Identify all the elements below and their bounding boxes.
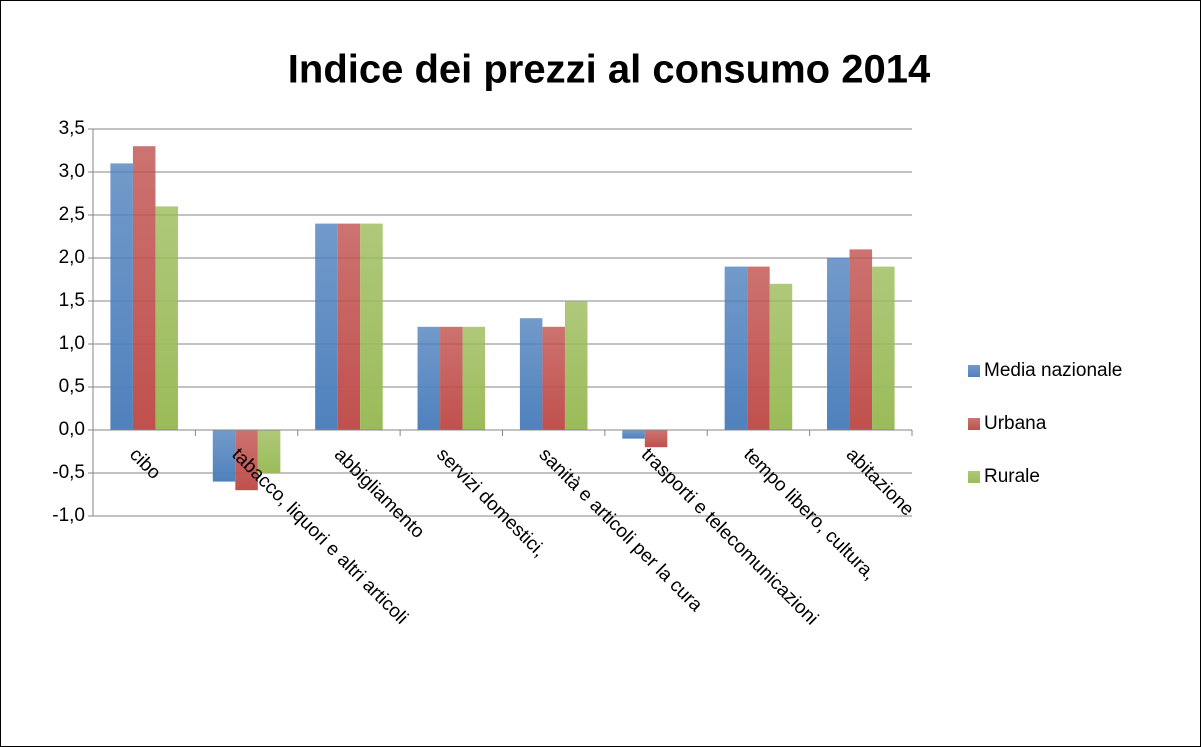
bar xyxy=(644,430,668,448)
chart-title: Indice dei prezzi al consumo 2014 xyxy=(288,48,931,92)
y-tick-label: 2,0 xyxy=(59,247,85,268)
bar xyxy=(724,266,748,430)
bar xyxy=(462,326,486,430)
y-tick-label: 1,5 xyxy=(59,290,85,311)
legend-swatch xyxy=(968,418,980,430)
bar xyxy=(337,223,361,430)
bar xyxy=(747,266,770,430)
y-tick-label: -1,0 xyxy=(52,505,85,526)
bar xyxy=(155,206,178,430)
bar xyxy=(257,430,281,473)
bar xyxy=(132,146,156,430)
bar xyxy=(212,430,236,482)
y-tick-label: 1,0 xyxy=(59,333,85,354)
legend-swatch xyxy=(968,471,980,483)
bar xyxy=(827,258,850,430)
bar xyxy=(849,249,873,430)
bar xyxy=(542,326,565,430)
y-tick-label: 0,0 xyxy=(59,419,85,440)
bar xyxy=(564,301,588,430)
y-tick-label: 3,5 xyxy=(59,118,85,139)
y-tick-label: 0,5 xyxy=(59,376,85,397)
bar xyxy=(769,283,793,430)
bar xyxy=(872,266,895,430)
y-tick-label: 2,5 xyxy=(59,204,85,225)
bar xyxy=(360,223,383,430)
bar xyxy=(110,163,133,430)
bar xyxy=(417,326,441,430)
legend-label: Rurale xyxy=(984,466,1040,487)
legend-swatch xyxy=(968,365,980,377)
y-tick-label: 3,0 xyxy=(59,161,85,182)
bar xyxy=(235,430,258,491)
bar xyxy=(519,318,543,430)
y-tick-label: -0,5 xyxy=(52,462,85,483)
legend-label: Media nazionale xyxy=(984,360,1122,381)
bar xyxy=(315,223,338,430)
bar xyxy=(440,326,463,430)
legend-label: Urbana xyxy=(984,413,1047,434)
bar xyxy=(622,430,645,439)
